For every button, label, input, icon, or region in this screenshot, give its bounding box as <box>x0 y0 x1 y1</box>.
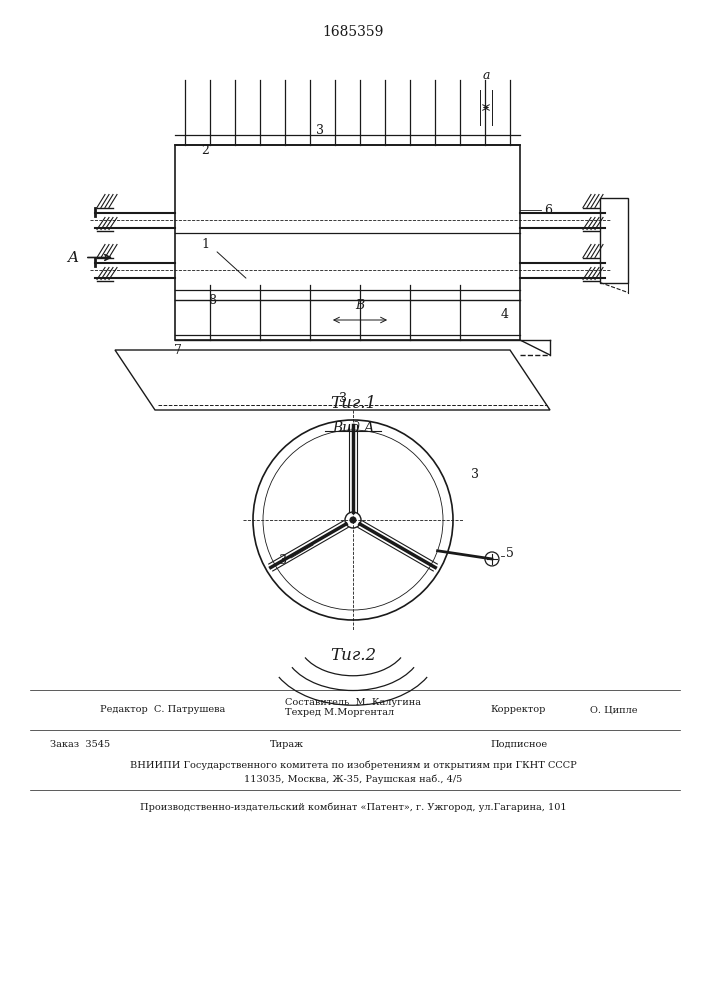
Text: 4: 4 <box>501 308 509 322</box>
Text: Τиг.1: Τиг.1 <box>330 395 376 412</box>
Bar <box>600 198 628 282</box>
Text: 1685359: 1685359 <box>322 25 384 39</box>
Text: Редактор  С. Патрушева: Редактор С. Патрушева <box>100 705 226 714</box>
Circle shape <box>253 420 453 620</box>
Text: Вид A: Вид A <box>332 421 374 435</box>
Text: Производственно-издательский комбинат «Патент», г. Ужгород, ул.Гагарина, 101: Производственно-издательский комбинат «П… <box>140 802 566 812</box>
Circle shape <box>345 512 361 528</box>
Circle shape <box>350 517 356 523</box>
Polygon shape <box>115 350 550 410</box>
Text: a: a <box>482 69 490 82</box>
Text: О. Ципле: О. Ципле <box>590 705 638 714</box>
Text: 3: 3 <box>471 468 479 482</box>
Text: Составитель  М. Калугина
Техред М.Моргентал: Составитель М. Калугина Техред М.Моргент… <box>285 698 421 717</box>
Text: 2: 2 <box>201 143 209 156</box>
Circle shape <box>485 552 499 566</box>
Text: 5: 5 <box>506 547 514 560</box>
Text: 113035, Москва, Ж-35, Раушская наб., 4/5: 113035, Москва, Ж-35, Раушская наб., 4/5 <box>244 775 462 784</box>
Text: 8: 8 <box>208 294 216 306</box>
Text: Корректор: Корректор <box>490 705 545 714</box>
Text: ВНИИПИ Государственного комитета по изобретениям и открытиям при ГКНТ СССР: ВНИИПИ Государственного комитета по изоб… <box>129 760 576 770</box>
Text: 1: 1 <box>201 238 209 251</box>
Text: 3: 3 <box>339 391 347 404</box>
Bar <box>175 145 520 340</box>
Text: 3: 3 <box>316 123 324 136</box>
Text: Τиг.2: Τиг.2 <box>330 647 376 664</box>
Text: 6: 6 <box>544 204 552 217</box>
Circle shape <box>263 430 443 610</box>
Text: A: A <box>67 250 78 264</box>
Text: Подписное: Подписное <box>490 740 547 749</box>
Text: Заказ  3545: Заказ 3545 <box>50 740 110 749</box>
Text: Тираж: Тираж <box>270 740 304 749</box>
Text: 3: 3 <box>279 554 287 566</box>
Text: 7: 7 <box>174 344 182 357</box>
Text: B: B <box>356 299 365 312</box>
